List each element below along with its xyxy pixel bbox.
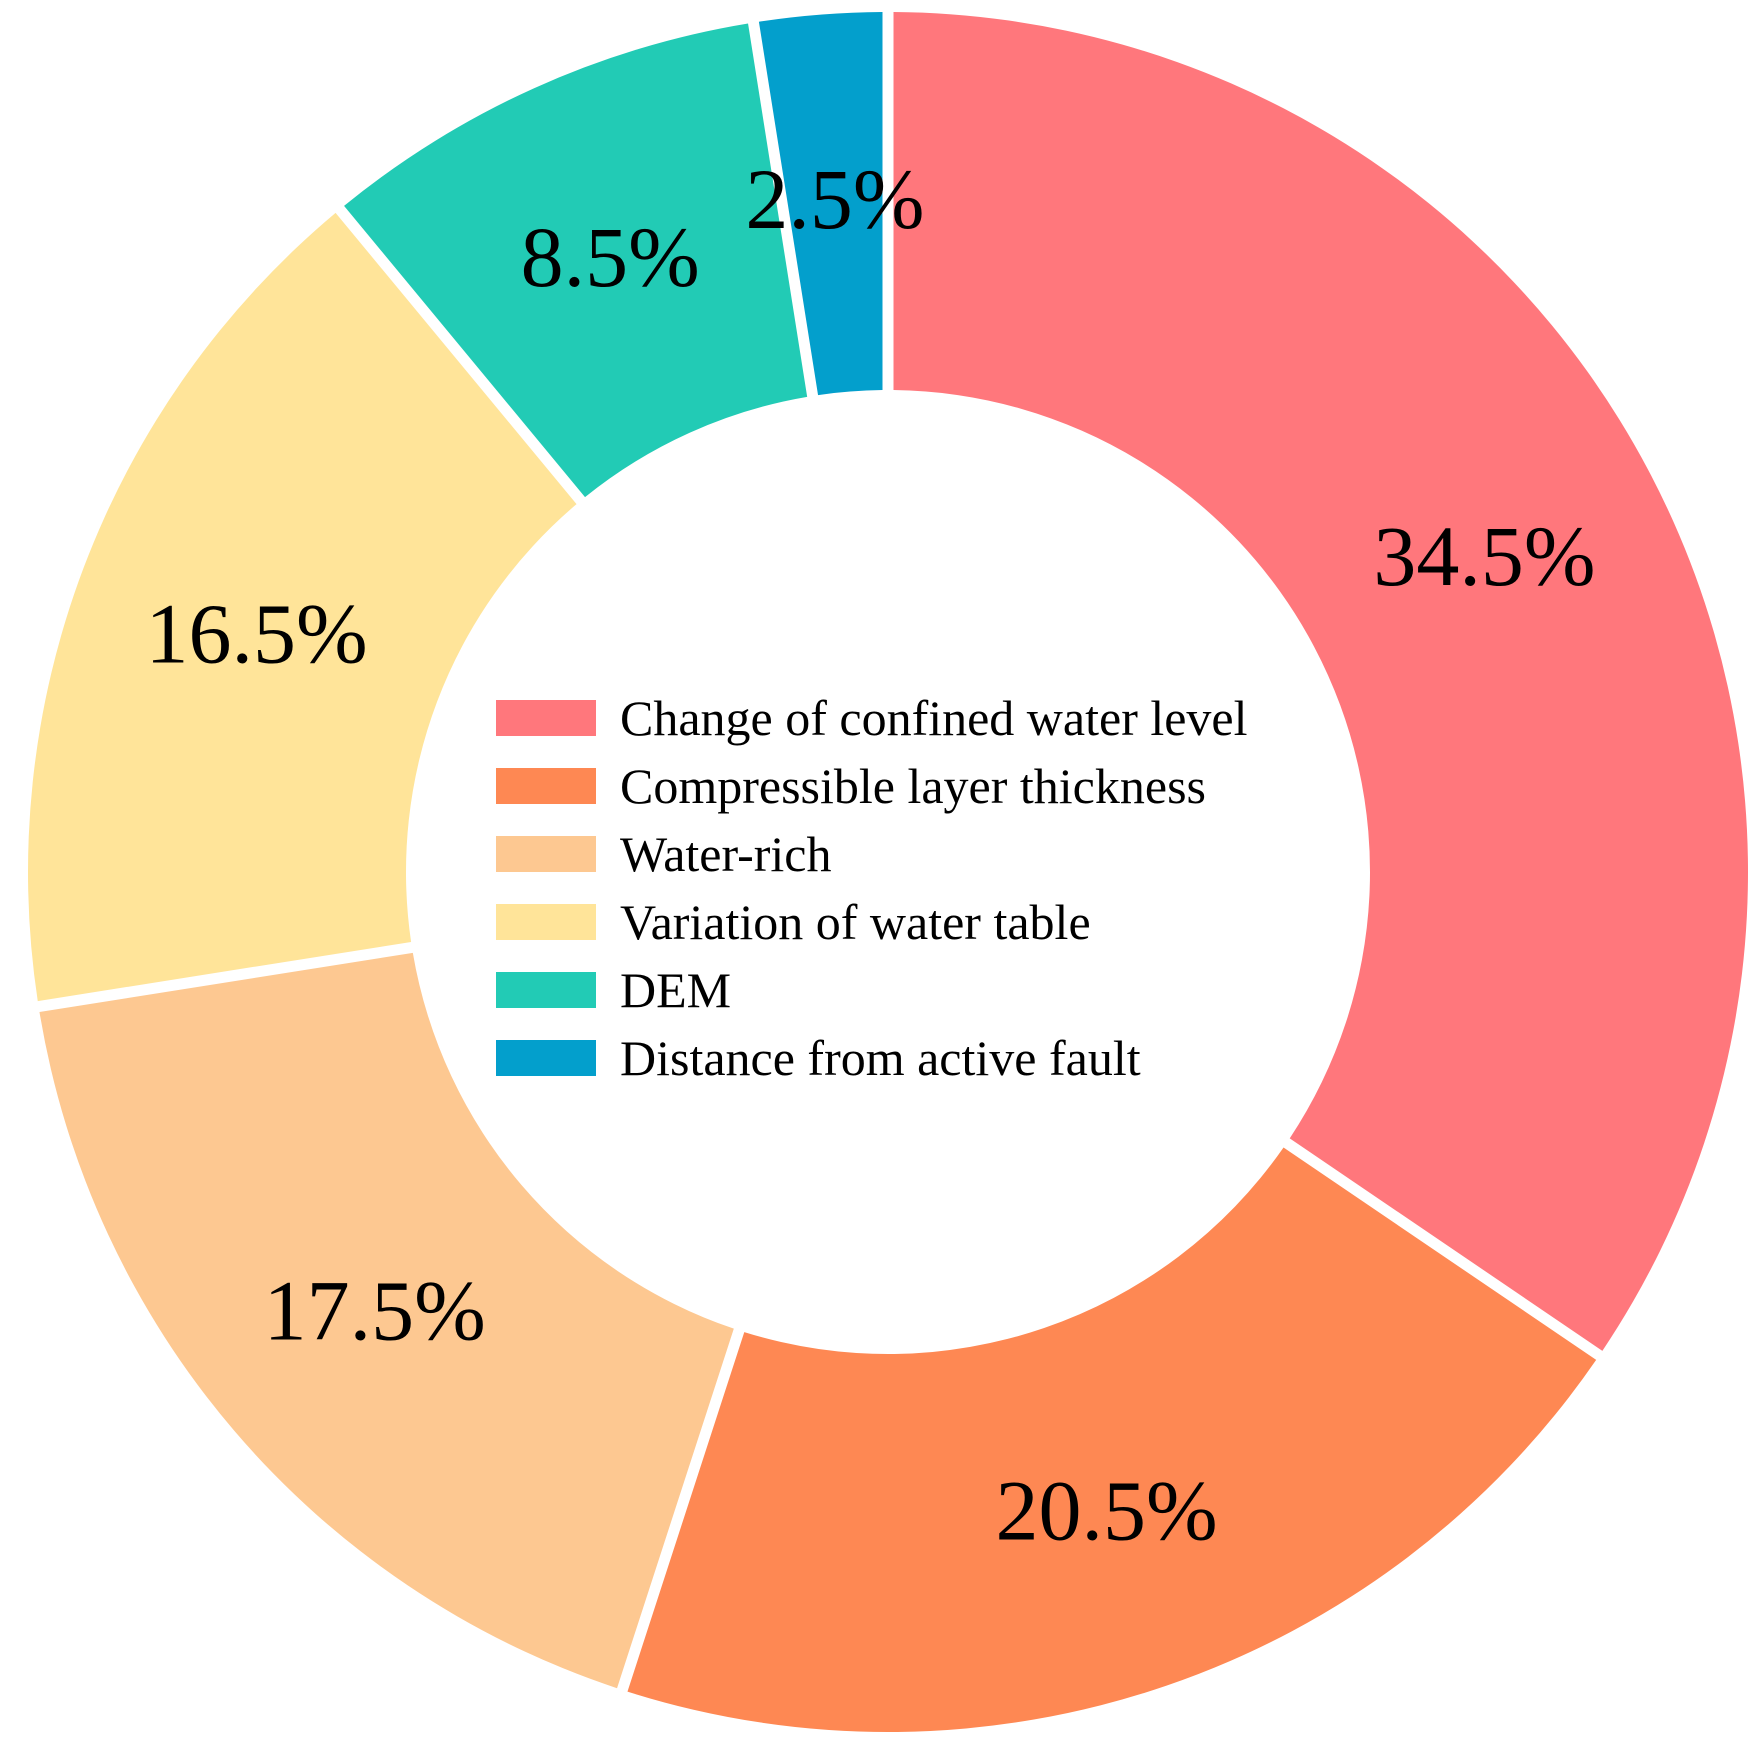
legend-swatch-0	[496, 700, 596, 736]
legend-label-0: Change of confined water level	[620, 690, 1248, 746]
slice-5	[758, 12, 883, 396]
legend-swatch-1	[496, 768, 596, 804]
legend-label-5: Distance from active fault	[620, 1030, 1141, 1086]
legend: Change of confined water level Compressib…	[496, 690, 1248, 1086]
pct-label-5: 2.5%	[745, 151, 924, 247]
legend-label-3: Variation of water table	[620, 894, 1091, 950]
slice-1	[627, 1147, 1597, 1732]
donut-slices	[28, 12, 1749, 1732]
slice-4	[344, 23, 808, 498]
legend-swatch-3	[496, 904, 596, 940]
legend-label-2: Water-rich	[620, 826, 832, 882]
pct-label-4: 8.5%	[521, 209, 700, 305]
legend-label-1: Compressible layer thickness	[620, 758, 1206, 814]
pct-label-1: 20.5%	[996, 1463, 1218, 1559]
pct-label-2: 17.5%	[264, 1262, 486, 1358]
slice-0	[893, 12, 1749, 1351]
pct-label-0: 34.5%	[1373, 508, 1595, 604]
legend-label-4: DEM	[620, 962, 731, 1018]
legend-swatch-5	[496, 1040, 596, 1076]
legend-swatch-2	[496, 836, 596, 872]
percentage-labels: 34.5% 20.5% 17.5% 16.5% 8.5% 2.5%	[146, 151, 1596, 1559]
slice-2	[39, 952, 734, 1689]
slice-3	[28, 212, 577, 1002]
legend-swatch-4	[496, 972, 596, 1008]
pct-label-3: 16.5%	[146, 585, 368, 681]
